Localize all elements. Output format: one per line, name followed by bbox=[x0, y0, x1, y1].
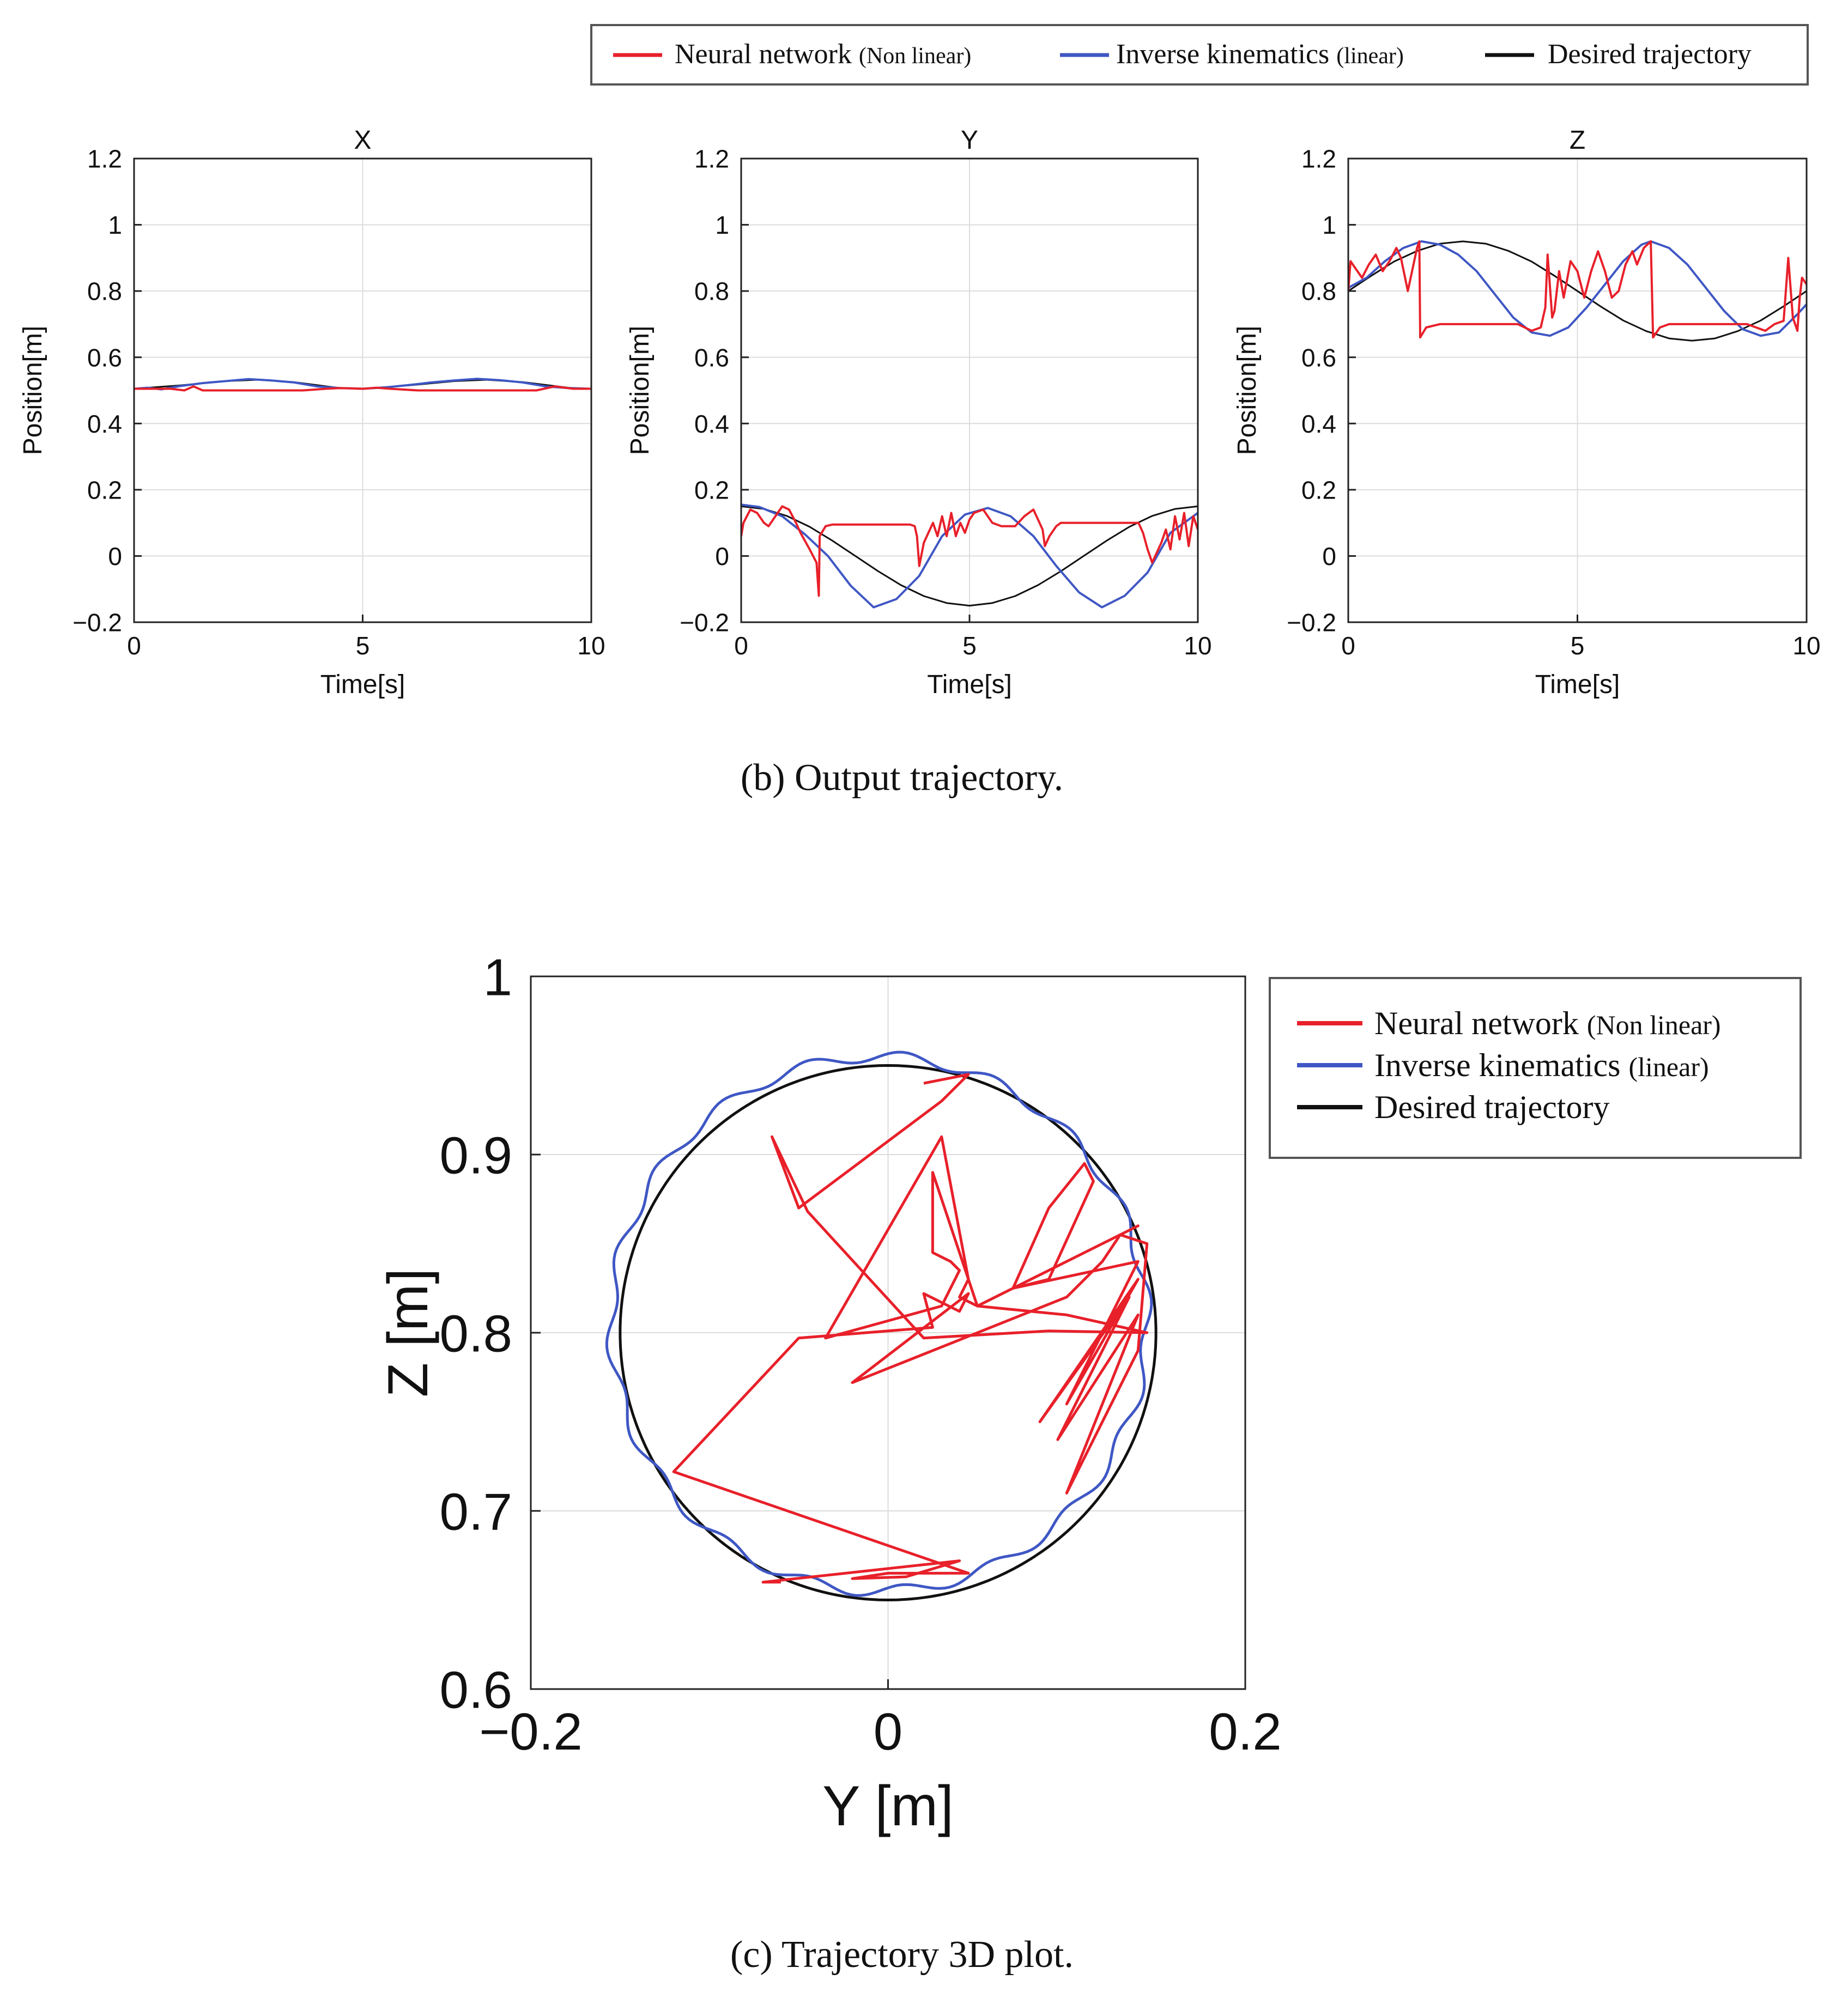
ytick-label-4: 0.6 bbox=[1301, 343, 1336, 372]
legend-top-qualifier-neural: (Non linear) bbox=[859, 44, 971, 69]
series-inverse-kinematics-linear bbox=[741, 503, 1198, 609]
ytick-label-3: 0.4 bbox=[87, 410, 122, 438]
chart-title: Y bbox=[961, 126, 978, 155]
ytick-label-3: 0.4 bbox=[1301, 410, 1336, 438]
x-axis-label: Y [m] bbox=[822, 1775, 954, 1838]
xtick-label-1: 5 bbox=[962, 631, 977, 660]
ytick-label-7: 1.2 bbox=[87, 145, 122, 173]
chart-title: Z bbox=[1570, 126, 1585, 155]
ytick-label-1: 0 bbox=[715, 542, 729, 570]
ytick-label-3: 0.9 bbox=[440, 1127, 512, 1185]
legend-top-label-desired: Desired trajectory bbox=[1548, 39, 1752, 70]
xtick-label-0: −0.2 bbox=[479, 1703, 583, 1761]
xtick-label-0: 0 bbox=[734, 631, 748, 660]
ytick-label-2: 0.8 bbox=[440, 1305, 512, 1363]
xtick-label-0: 0 bbox=[127, 631, 141, 660]
x-axis-label: Time[s] bbox=[1535, 670, 1620, 699]
ytick-label-5: 0.8 bbox=[1301, 277, 1336, 306]
series-inverse-kinematics-linear bbox=[605, 1050, 1153, 1597]
ytick-label-6: 1 bbox=[108, 211, 122, 239]
y-axis-label: Position[m] bbox=[19, 326, 47, 455]
series-desired-trajectory bbox=[1348, 240, 1807, 342]
y-axis-label: Position[m] bbox=[626, 326, 655, 455]
legend-c-qualifier-ik: (linear) bbox=[1629, 1052, 1709, 1082]
series-neural-network-non-linear bbox=[1348, 240, 1807, 339]
caption-c: (c) Trajectory 3D plot. bbox=[730, 1934, 1074, 1976]
ytick-label-3: 0.4 bbox=[694, 410, 729, 438]
svg-text:Neural network (Non linear): Neural network (Non linear) bbox=[675, 39, 971, 70]
ytick-label-0: −0.2 bbox=[72, 609, 122, 637]
svg-text:Inverse kinematics (linear): Inverse kinematics (linear) bbox=[1374, 1047, 1709, 1083]
chart-z-position: −0.200.20.40.60.811.20 5 10Time[s]Position… bbox=[1233, 126, 1821, 699]
y-axis-label: Position[m] bbox=[1233, 326, 1262, 455]
svg-text:Neural network (Non linear): Neural network (Non linear) bbox=[1374, 1005, 1721, 1041]
xtick-label-1: 5 bbox=[1571, 631, 1585, 660]
svg-text:Inverse kinematics (linear): Inverse kinematics (linear) bbox=[1116, 39, 1404, 70]
svg-text:Desired trajectory: Desired trajectory bbox=[1374, 1089, 1609, 1125]
chart-yz-trajectory: 0.6 0.7 0.8 0.9 1 −0.2 0 0.2 Y [m] Z [m] bbox=[377, 949, 1282, 1838]
xtick-label-0: 0 bbox=[1341, 631, 1355, 660]
ytick-label-4: 1 bbox=[483, 949, 512, 1007]
xtick-label-2: 0.2 bbox=[1209, 1703, 1281, 1761]
legend-c-label-neural: Neural network bbox=[1374, 1005, 1579, 1041]
svg-text:Desired trajectory: Desired trajectory bbox=[1548, 39, 1752, 70]
legend-c-box bbox=[1269, 977, 1802, 1159]
series-neural-network-non-linear bbox=[134, 385, 591, 392]
ytick-label-6: 1 bbox=[1322, 211, 1336, 239]
ytick-label-0: −0.2 bbox=[1287, 609, 1336, 637]
ytick-label-4: 0.6 bbox=[87, 343, 122, 372]
x-axis-label: Time[s] bbox=[927, 670, 1012, 699]
legend-top: Neural network (Non linear) Inverse kine… bbox=[590, 24, 1809, 86]
legend-top-label-neural: Neural network bbox=[675, 39, 852, 70]
ytick-label-2: 0.2 bbox=[1301, 476, 1336, 504]
legend-c-label-desired: Desired trajectory bbox=[1374, 1089, 1609, 1125]
ytick-label-2: 0.2 bbox=[87, 476, 122, 504]
xtick-label-1: 0 bbox=[874, 1703, 902, 1761]
legend-c: Neural network (Non linear) Inverse kine… bbox=[1269, 977, 1802, 1159]
ytick-label-7: 1.2 bbox=[1301, 145, 1336, 173]
xtick-label-1: 5 bbox=[356, 631, 370, 660]
xtick-label-2: 10 bbox=[1184, 631, 1211, 660]
ytick-label-1: 0 bbox=[108, 542, 122, 570]
ytick-label-2: 0.2 bbox=[694, 476, 729, 504]
legend-c-qualifier-neural: (Non linear) bbox=[1587, 1010, 1721, 1040]
y-axis-label: Z [m] bbox=[377, 1268, 440, 1398]
legend-top-box bbox=[590, 24, 1809, 86]
series-desired-trajectory bbox=[741, 505, 1198, 607]
xtick-label-2: 10 bbox=[577, 631, 605, 660]
chart-y-position: −0.200.20.40.60.811.20 5 10Time[s]Position… bbox=[626, 126, 1212, 699]
legend-top-label-ik: Inverse kinematics bbox=[1116, 39, 1329, 70]
series-inverse-kinematics-linear bbox=[1348, 240, 1807, 337]
ytick-label-1: 0.7 bbox=[440, 1483, 512, 1541]
legend-top-qualifier-ik: (linear) bbox=[1336, 44, 1404, 69]
ytick-label-1: 0 bbox=[1322, 542, 1336, 570]
ytick-label-4: 0.6 bbox=[694, 343, 729, 372]
ytick-label-5: 0.8 bbox=[694, 277, 729, 306]
xtick-label-2: 10 bbox=[1792, 631, 1820, 660]
ytick-label-5: 0.8 bbox=[87, 277, 122, 306]
ytick-label-0: −0.2 bbox=[680, 609, 729, 637]
legend-c-label-ik: Inverse kinematics bbox=[1374, 1047, 1621, 1083]
chart-title: X bbox=[354, 126, 371, 155]
chart-x-position: −0.200.20.40.60.811.20 5 10Time[s]Position… bbox=[19, 126, 605, 699]
caption-b: (b) Output trajectory. bbox=[741, 757, 1063, 799]
ytick-label-7: 1.2 bbox=[694, 145, 729, 173]
x-axis-label: Time[s] bbox=[320, 670, 405, 699]
series-neural-network-non-linear bbox=[741, 505, 1198, 597]
ytick-label-0: 0.6 bbox=[440, 1661, 512, 1720]
series-neural-network-non-linear bbox=[672, 1073, 1149, 1584]
ytick-label-6: 1 bbox=[715, 211, 729, 239]
